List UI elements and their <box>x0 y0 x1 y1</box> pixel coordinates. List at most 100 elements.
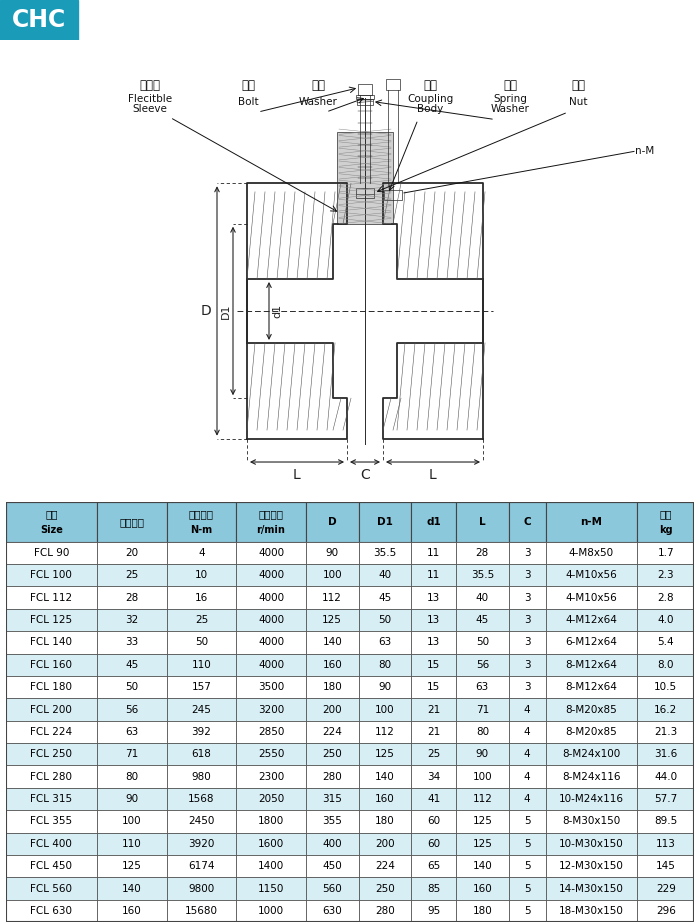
Bar <box>357 99 373 104</box>
Bar <box>306 587 358 609</box>
Text: 最大軸徑: 最大軸徑 <box>119 517 144 527</box>
Bar <box>411 699 456 721</box>
Text: 145: 145 <box>656 861 676 871</box>
Text: L: L <box>429 468 437 482</box>
Text: FCL 224: FCL 224 <box>30 727 72 737</box>
Bar <box>6 699 97 721</box>
Bar <box>386 79 400 90</box>
Text: FCL 100: FCL 100 <box>30 570 72 580</box>
Bar <box>236 676 306 699</box>
Text: 140: 140 <box>473 861 492 871</box>
Bar <box>637 810 694 833</box>
Text: 5: 5 <box>524 883 531 894</box>
Text: 11: 11 <box>427 570 440 580</box>
Bar <box>509 502 546 541</box>
Text: 彈性套: 彈性套 <box>139 79 160 91</box>
Bar <box>306 900 358 922</box>
Text: 本體: 本體 <box>423 79 437 91</box>
Bar <box>97 855 167 878</box>
Bar <box>358 900 411 922</box>
Text: 13: 13 <box>427 592 440 602</box>
Bar <box>546 900 637 922</box>
Text: 4: 4 <box>524 727 531 737</box>
Bar <box>637 653 694 676</box>
Bar <box>236 653 306 676</box>
Text: 63: 63 <box>378 638 391 648</box>
Bar <box>306 878 358 900</box>
Bar <box>97 878 167 900</box>
Text: Spring: Spring <box>493 93 527 103</box>
Text: 110: 110 <box>122 839 141 849</box>
Bar <box>306 564 358 587</box>
Text: 25: 25 <box>125 570 139 580</box>
Text: 392: 392 <box>192 727 211 737</box>
Text: L: L <box>293 468 301 482</box>
Bar <box>509 541 546 564</box>
Bar <box>167 587 236 609</box>
Text: 4000: 4000 <box>258 570 284 580</box>
Text: 80: 80 <box>476 727 489 737</box>
Bar <box>411 564 456 587</box>
Text: 13: 13 <box>427 638 440 648</box>
Bar <box>509 855 546 878</box>
Bar <box>509 631 546 653</box>
Text: 2450: 2450 <box>188 817 215 826</box>
Text: 2850: 2850 <box>258 727 284 737</box>
Text: 3200: 3200 <box>258 704 284 714</box>
Bar <box>97 541 167 564</box>
Bar <box>411 833 456 855</box>
Text: 450: 450 <box>322 861 342 871</box>
Text: 4-M10x56: 4-M10x56 <box>566 570 617 580</box>
Text: 2300: 2300 <box>258 772 284 782</box>
Bar <box>546 564 637 587</box>
Bar <box>456 502 509 541</box>
Bar <box>97 810 167 833</box>
Text: 1568: 1568 <box>188 794 215 804</box>
Bar <box>358 810 411 833</box>
Bar <box>306 631 358 653</box>
Bar <box>637 765 694 788</box>
Bar <box>6 653 97 676</box>
Text: CHC Flexible Coupling  ---- FCL Type: CHC Flexible Coupling ---- FCL Type <box>290 13 528 27</box>
Bar <box>167 699 236 721</box>
Text: D1: D1 <box>377 517 393 527</box>
Text: 3: 3 <box>524 548 531 558</box>
Text: 18-M30x150: 18-M30x150 <box>559 906 624 916</box>
Bar <box>637 699 694 721</box>
Text: Washer: Washer <box>299 97 337 107</box>
Text: 160: 160 <box>122 906 141 916</box>
Bar <box>509 699 546 721</box>
Bar <box>358 609 411 631</box>
Text: 157: 157 <box>192 682 211 692</box>
Text: 45: 45 <box>125 660 139 670</box>
Text: 3: 3 <box>524 660 531 670</box>
Text: 2.3: 2.3 <box>657 570 674 580</box>
Text: 重量: 重量 <box>659 509 672 519</box>
Text: 980: 980 <box>192 772 211 782</box>
Text: 618: 618 <box>192 749 211 760</box>
Bar <box>167 564 236 587</box>
Text: 60: 60 <box>427 817 440 826</box>
Text: 125: 125 <box>122 861 141 871</box>
Text: Sleeve: Sleeve <box>132 104 167 115</box>
Bar <box>236 855 306 878</box>
Text: 112: 112 <box>322 592 342 602</box>
Text: 125: 125 <box>473 817 492 826</box>
Text: 40: 40 <box>476 592 489 602</box>
Bar <box>337 132 393 224</box>
Bar <box>167 833 236 855</box>
Bar <box>356 95 374 99</box>
Text: 8-M20x85: 8-M20x85 <box>566 727 617 737</box>
Text: 16: 16 <box>195 592 208 602</box>
Bar <box>456 788 509 810</box>
Text: Body: Body <box>417 104 443 115</box>
Text: 28: 28 <box>125 592 139 602</box>
Text: n-M: n-M <box>580 517 603 527</box>
Text: 4000: 4000 <box>258 638 284 648</box>
Text: L: L <box>479 517 486 527</box>
Text: d1: d1 <box>272 304 282 318</box>
Text: 140: 140 <box>375 772 395 782</box>
Bar <box>546 878 637 900</box>
Text: 229: 229 <box>656 883 676 894</box>
Text: 160: 160 <box>473 883 492 894</box>
